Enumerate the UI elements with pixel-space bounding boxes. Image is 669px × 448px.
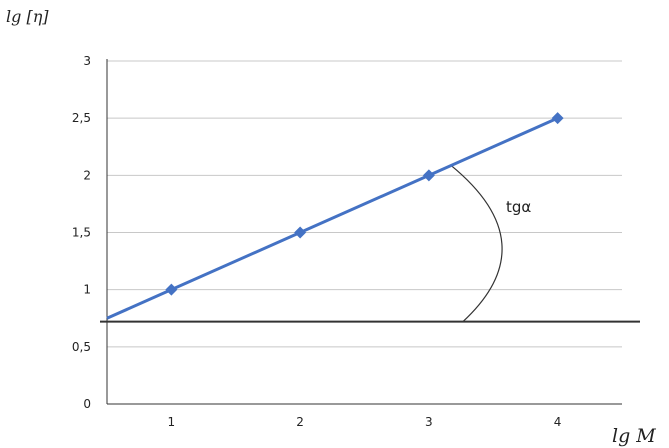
y-tick-label: 1,5 [72,226,91,240]
data-point [422,169,435,182]
x-tick-label: 1 [168,415,176,429]
y-tick-label: 3 [83,54,91,68]
data-point [165,283,178,296]
data-point [294,226,307,239]
y-tick-label: 0 [83,397,91,411]
x-tick-label: 2 [296,415,304,429]
gridlines [107,60,622,348]
axes [106,59,622,405]
y-tick-labels: 0 0,5 1 1,5 2 2,5 3 [72,54,91,411]
angle-annotation: tgα [506,198,531,216]
y-tick-label: 2 [83,168,91,182]
y-tick-label: 0,5 [72,340,91,354]
x-tick-label: 3 [425,415,433,429]
y-tick-label: 2,5 [72,111,91,125]
x-tick-label: 4 [554,415,562,429]
x-tick-labels: 1 2 3 4 [168,415,562,429]
y-tick-label: 1 [83,283,91,297]
series-group [106,112,564,320]
data-point [551,112,564,125]
angle-arc [450,164,503,323]
y-axis-label: lg [η] [6,7,49,26]
x-axis-label: lg M [612,425,656,447]
